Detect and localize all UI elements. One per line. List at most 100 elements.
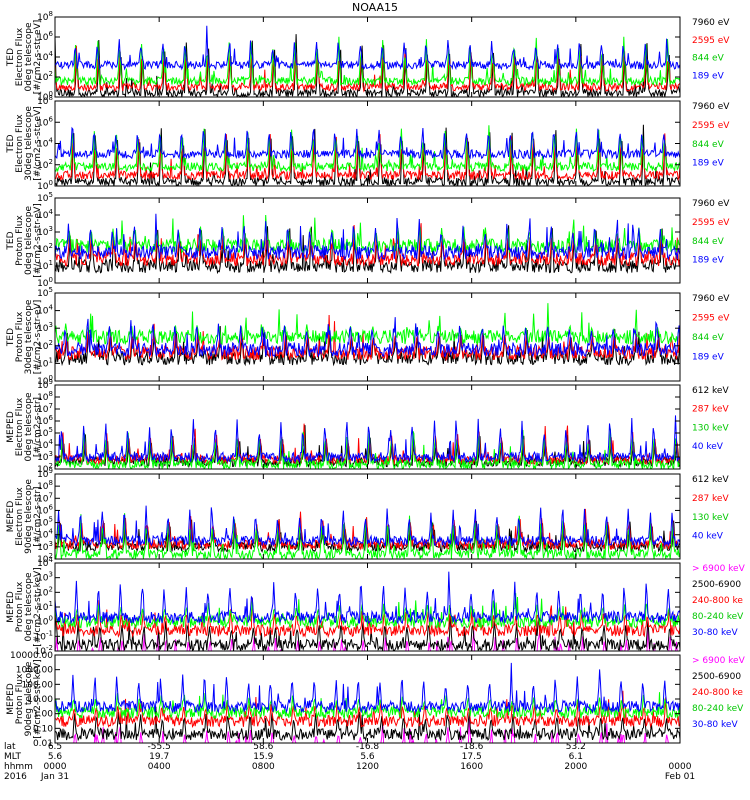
y-axis-label: 0deg telescope bbox=[24, 392, 34, 462]
y-axis-label: Electron Flux bbox=[15, 487, 25, 546]
legend-entry: 2595 eV bbox=[692, 36, 730, 46]
y-axis-label: Proton Flux bbox=[15, 581, 25, 632]
series-line-4 bbox=[55, 692, 680, 720]
legend-entry: 80-240 keV bbox=[692, 612, 744, 622]
legend-entry: 40 keV bbox=[692, 532, 724, 542]
series-line-2 bbox=[55, 133, 680, 182]
series-line-4 bbox=[55, 415, 680, 464]
time-tick-label: 0000 bbox=[669, 762, 692, 772]
y-tick-label: 100.00 bbox=[22, 680, 54, 690]
y-axis-label: TED bbox=[6, 231, 16, 250]
legend-entry: 130 keV bbox=[692, 513, 729, 523]
series-line-2 bbox=[55, 607, 680, 651]
y-axis-label: [#/cm2-s-str-eV] bbox=[33, 20, 43, 95]
time-tick-label: 6.5 bbox=[48, 742, 62, 752]
series-line-4 bbox=[55, 213, 680, 261]
y-axis-label: [#/cm2-s-str] bbox=[33, 486, 43, 546]
time-tick-label: 0800 bbox=[252, 762, 275, 772]
legend-entry: 240-800 ke bbox=[692, 596, 743, 606]
legend-entry: 2500-6900 bbox=[692, 580, 741, 590]
legend-entry: 30-80 keV bbox=[692, 628, 738, 638]
time-row-label: lat bbox=[4, 742, 16, 752]
series-line-3 bbox=[55, 303, 680, 346]
y-tick-label: 0.10 bbox=[33, 724, 53, 734]
y-tick-label: 1000.00 bbox=[16, 666, 53, 676]
series-line-4 bbox=[55, 317, 680, 358]
legend-entry: 844 eV bbox=[692, 333, 725, 343]
time-tick-label: 15.9 bbox=[253, 752, 273, 762]
series-line-3 bbox=[55, 214, 680, 255]
y-tick-label: 10000.00 bbox=[10, 651, 53, 661]
legend-entry: 189 eV bbox=[692, 256, 725, 266]
legend-entry: 30-80 keV bbox=[692, 720, 738, 730]
y-axis-label: 90deg telescope bbox=[24, 479, 34, 554]
series-line-3 bbox=[55, 125, 680, 173]
time-tick-label: 6.1 bbox=[569, 752, 583, 762]
time-tick-label: 58.6 bbox=[253, 742, 273, 752]
legend-entry: 844 eV bbox=[692, 140, 725, 150]
time-tick-label: 5.6 bbox=[48, 752, 63, 762]
series-line-3 bbox=[55, 690, 680, 729]
legend-entry: 2500-6900 bbox=[692, 672, 741, 682]
y-axis-label: Electron Flux bbox=[15, 114, 25, 173]
legend-entry: 7960 eV bbox=[692, 294, 730, 304]
legend-entry: 612 keV bbox=[692, 475, 729, 485]
time-row-label: MLT bbox=[4, 752, 22, 762]
y-axis-label: [#/cm2-s-str] bbox=[33, 397, 43, 457]
series-line-4 bbox=[55, 25, 680, 71]
series-line-4 bbox=[55, 505, 680, 548]
time-tick-label: -18.6 bbox=[460, 742, 484, 752]
y-axis-label: Proton Flux bbox=[15, 215, 25, 266]
time-row-label: 2016 bbox=[4, 772, 27, 782]
time-tick-label: 0000 bbox=[44, 762, 67, 772]
y-axis-label: TED bbox=[6, 134, 16, 153]
y-tick-label: 10.00 bbox=[27, 695, 53, 705]
y-axis-label: 0deg telescope bbox=[24, 22, 34, 92]
legend-entry: 240-800 ke bbox=[692, 688, 743, 698]
series-line-4 bbox=[55, 593, 680, 630]
y-axis-label: [#/cm2-s-str-eV] bbox=[33, 300, 43, 375]
series-line-2 bbox=[55, 508, 680, 552]
panel-frame bbox=[54, 100, 681, 187]
panel-8: 0.01 0.10 1.00 10.00 100.00 1000.00 10000.00 ME… bbox=[6, 651, 746, 749]
y-axis-label: Electron Flux bbox=[15, 27, 25, 86]
legend-entry: 189 eV bbox=[692, 159, 725, 169]
time-tick-label: 1600 bbox=[460, 762, 483, 772]
series-line-4 bbox=[55, 126, 680, 161]
y-axis-label: TED bbox=[6, 48, 16, 67]
y-tick-label: 0.01 bbox=[33, 739, 53, 749]
series-line-3 bbox=[55, 597, 680, 639]
legend-entry: 130 keV bbox=[692, 423, 729, 433]
time-tick-label: Feb 01 bbox=[665, 772, 695, 782]
y-axis-label: Proton Flux bbox=[15, 673, 25, 724]
y-axis-label: 0deg telescope bbox=[24, 206, 34, 276]
time-tick-label: 17.5 bbox=[462, 752, 482, 762]
series-line-3 bbox=[55, 36, 680, 87]
series-line-2 bbox=[55, 314, 680, 362]
legend-entry: 80-240 keV bbox=[692, 704, 744, 714]
legend-entry: 612 keV bbox=[692, 386, 729, 396]
legend-entry: 7960 eV bbox=[692, 199, 730, 209]
y-axis-label: 0deg telescope bbox=[24, 572, 34, 642]
legend-entry: > 6900 keV bbox=[692, 564, 746, 574]
y-axis-label: MEPED bbox=[6, 501, 16, 533]
time-tick-label: 2000 bbox=[564, 762, 587, 772]
y-axis-label: MEPED bbox=[6, 411, 16, 443]
time-tick-label: 5.6 bbox=[360, 752, 375, 762]
y-axis-label: 30deg telescope bbox=[24, 106, 34, 181]
time-tick-label: Jan 31 bbox=[40, 772, 69, 782]
legend-entry: 189 eV bbox=[692, 71, 725, 81]
series-line-3 bbox=[55, 513, 680, 559]
time-row-label: hhmm bbox=[4, 762, 33, 772]
legend-entry: 40 keV bbox=[692, 442, 724, 452]
y-axis-label: 30deg telescope bbox=[24, 299, 34, 374]
